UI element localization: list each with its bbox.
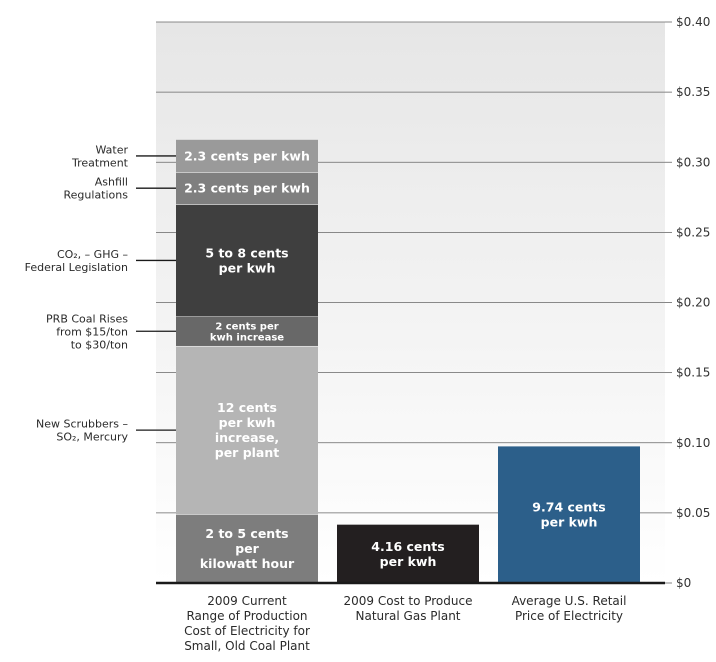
data-label-gas: 4.16 cents per kwh [371, 539, 444, 569]
y-tick-label: $0.25 [676, 225, 710, 239]
side-label-prb: PRB Coal Rises from $15/ton to $30/ton [46, 312, 128, 351]
category-labels: 2009 Current Range of Production Cost of E… [184, 594, 626, 653]
bars [176, 139, 640, 583]
side-label-water: Water Treatment [71, 143, 129, 169]
bar-segment-base [176, 514, 318, 583]
y-tick-label: $0.30 [676, 155, 710, 169]
y-tick-label: $0.15 [676, 366, 710, 380]
category-label: 2009 Cost to Produce Natural Gas Plant [344, 594, 473, 623]
data-label-co2: 5 to 8 cents per kwh [205, 245, 288, 275]
y-tick-label: $0.40 [676, 15, 710, 29]
y-tick-label: $0.20 [676, 296, 710, 310]
bar-segment-water [176, 139, 318, 173]
side-label-co2: CO₂, – GHG – Federal Legislation [25, 248, 128, 274]
bar-segment-prb [176, 316, 318, 346]
y-tick-label: $0.05 [676, 506, 710, 520]
bar-segment-retail [498, 446, 640, 583]
data-label-water: 2.3 cents per kwh [184, 148, 310, 163]
data-label-retail: 9.74 cents per kwh [532, 500, 605, 530]
data-label-base: 2 to 5 cents per kilowatt hour [200, 526, 295, 571]
y-axis-ticks: $0 $0.05 $0.10 $0.15 $0.20 $0.25 $0.30 $0.35 $0.… [665, 15, 710, 590]
segment-labels: 2 to 5 cents per kilowatt hour 12 cents per … [184, 148, 606, 571]
side-label-scrubbers: New Scrubbers – SO₂, Mercury [36, 418, 128, 444]
category-label: Average U.S. Retail Price of Electricity [512, 594, 627, 623]
y-tick-label: $0.10 [676, 436, 710, 450]
category-label: 2009 Current Range of Production Cost of E… [184, 594, 310, 653]
data-label-prb: 2 cents per kwh increase [210, 321, 284, 343]
side-labels: Water Treatment Ashfill Regulations CO₂, – G… [25, 143, 176, 444]
data-label-scrubbers: 12 cents per kwh increase, per plant [215, 400, 280, 460]
bar-segment-scrubbers [176, 345, 318, 515]
y-tick-label: $0 [676, 576, 691, 590]
data-label-ash: 2.3 cents per kwh [184, 181, 310, 196]
bar-segment-ash [176, 172, 318, 205]
bar-segment-co2 [176, 204, 318, 317]
side-label-ash: Ashfill Regulations [64, 176, 129, 202]
y-tick-label: $0.35 [676, 85, 710, 99]
bar-segment-gas [337, 524, 479, 583]
